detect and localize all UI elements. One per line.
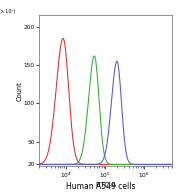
X-axis label: FITC-A: FITC-A bbox=[95, 182, 116, 188]
Text: Human A549 cells: Human A549 cells bbox=[66, 182, 136, 191]
Text: (x 10¹): (x 10¹) bbox=[0, 9, 15, 14]
Y-axis label: Count: Count bbox=[16, 81, 22, 101]
